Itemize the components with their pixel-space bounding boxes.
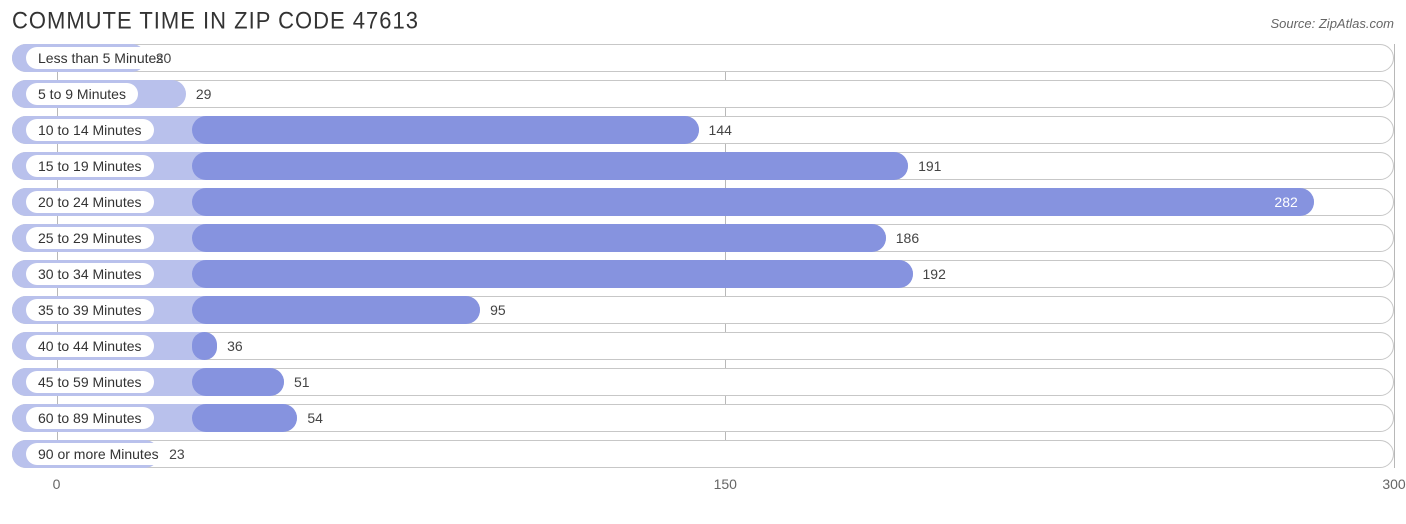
value-label: 95	[490, 296, 506, 324]
value-label: 282	[1274, 188, 1297, 216]
category-label: 25 to 29 Minutes	[26, 227, 154, 249]
bar-fill	[192, 404, 297, 432]
bar-row: 45 to 59 Minutes 51	[12, 368, 1394, 396]
chart-container: COMMUTE TIME IN ZIP CODE 47613 Source: Z…	[0, 0, 1406, 524]
bar-fill	[192, 296, 480, 324]
value-label: 23	[169, 440, 185, 468]
value-label: 144	[709, 116, 732, 144]
chart-title: COMMUTE TIME IN ZIP CODE 47613	[12, 7, 419, 36]
value-label: 186	[896, 224, 919, 252]
bar-row: 25 to 29 Minutes 186	[12, 224, 1394, 252]
value-label: 36	[227, 332, 243, 360]
chart-header: COMMUTE TIME IN ZIP CODE 47613 Source: Z…	[12, 8, 1394, 34]
category-label: 35 to 39 Minutes	[26, 299, 154, 321]
category-label: 30 to 34 Minutes	[26, 263, 154, 285]
value-label: 29	[196, 80, 212, 108]
bar-fill	[192, 260, 913, 288]
bar-fill	[192, 368, 284, 396]
category-label: 5 to 9 Minutes	[26, 83, 138, 105]
category-label: Less than 5 Minutes	[26, 47, 175, 69]
bar-track	[12, 440, 1394, 468]
bar-row: 30 to 34 Minutes 192	[12, 260, 1394, 288]
bar-fill	[192, 332, 217, 360]
category-label: 90 or more Minutes	[26, 443, 171, 465]
bar-fill	[192, 152, 908, 180]
chart-source: Source: ZipAtlas.com	[1270, 16, 1394, 31]
x-axis-tick-label: 150	[714, 476, 737, 492]
value-label: 54	[307, 404, 323, 432]
bar-fill	[192, 116, 699, 144]
category-label: 60 to 89 Minutes	[26, 407, 154, 429]
bar-track	[12, 332, 1394, 360]
bar-row: 35 to 39 Minutes 95	[12, 296, 1394, 324]
category-label: 20 to 24 Minutes	[26, 191, 154, 213]
bar-track	[12, 44, 1394, 72]
category-label: 45 to 59 Minutes	[26, 371, 154, 393]
category-label: 40 to 44 Minutes	[26, 335, 154, 357]
bar-row: 40 to 44 Minutes 36	[12, 332, 1394, 360]
x-axis-tick-label: 300	[1382, 476, 1405, 492]
x-axis-tick-label: 0	[53, 476, 61, 492]
bar-track	[12, 80, 1394, 108]
plot-area: Less than 5 Minutes20 5 to 9 Minutes 29 10 …	[12, 44, 1394, 468]
category-label: 10 to 14 Minutes	[26, 119, 154, 141]
x-axis-labels: 0150300	[12, 476, 1394, 496]
value-label: 20	[156, 44, 172, 72]
bar-row: 5 to 9 Minutes 29	[12, 80, 1394, 108]
gridline	[1394, 44, 1395, 468]
value-label: 192	[923, 260, 946, 288]
value-label: 51	[294, 368, 310, 396]
bar-row: 90 or more Minutes23	[12, 440, 1394, 468]
bar-fill	[192, 224, 886, 252]
bar-fill	[192, 188, 1314, 216]
value-label: 191	[918, 152, 941, 180]
bar-row: 60 to 89 Minutes 54	[12, 404, 1394, 432]
category-label: 15 to 19 Minutes	[26, 155, 154, 177]
bar-row: 20 to 24 Minutes 282	[12, 188, 1394, 216]
bar-row: Less than 5 Minutes20	[12, 44, 1394, 72]
bar-row: 15 to 19 Minutes 191	[12, 152, 1394, 180]
bar-row: 10 to 14 Minutes 144	[12, 116, 1394, 144]
